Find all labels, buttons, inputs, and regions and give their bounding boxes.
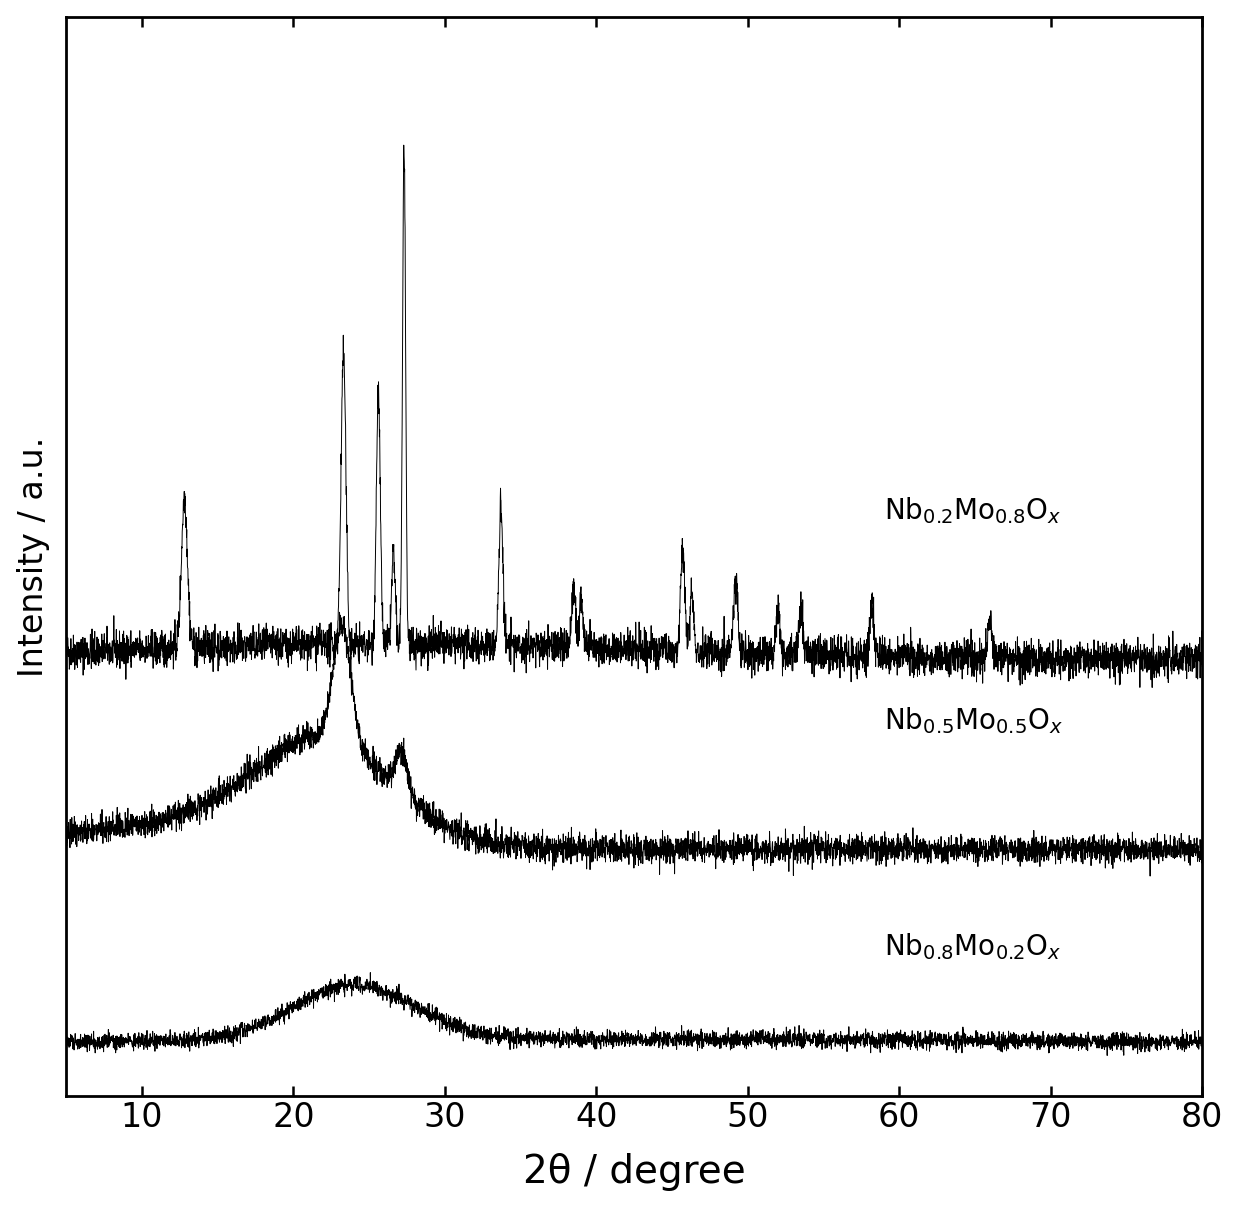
Y-axis label: Intensity / a.u.: Intensity / a.u. (16, 436, 50, 676)
Text: Nb$_{0.5}$Mo$_{0.5}$O$_x$: Nb$_{0.5}$Mo$_{0.5}$O$_x$ (884, 705, 1063, 736)
Text: Nb$_{0.2}$Mo$_{0.8}$O$_x$: Nb$_{0.2}$Mo$_{0.8}$O$_x$ (884, 495, 1061, 525)
Text: Nb$_{0.8}$Mo$_{0.2}$O$_x$: Nb$_{0.8}$Mo$_{0.2}$O$_x$ (884, 931, 1061, 963)
X-axis label: 2θ / degree: 2θ / degree (523, 1154, 745, 1191)
